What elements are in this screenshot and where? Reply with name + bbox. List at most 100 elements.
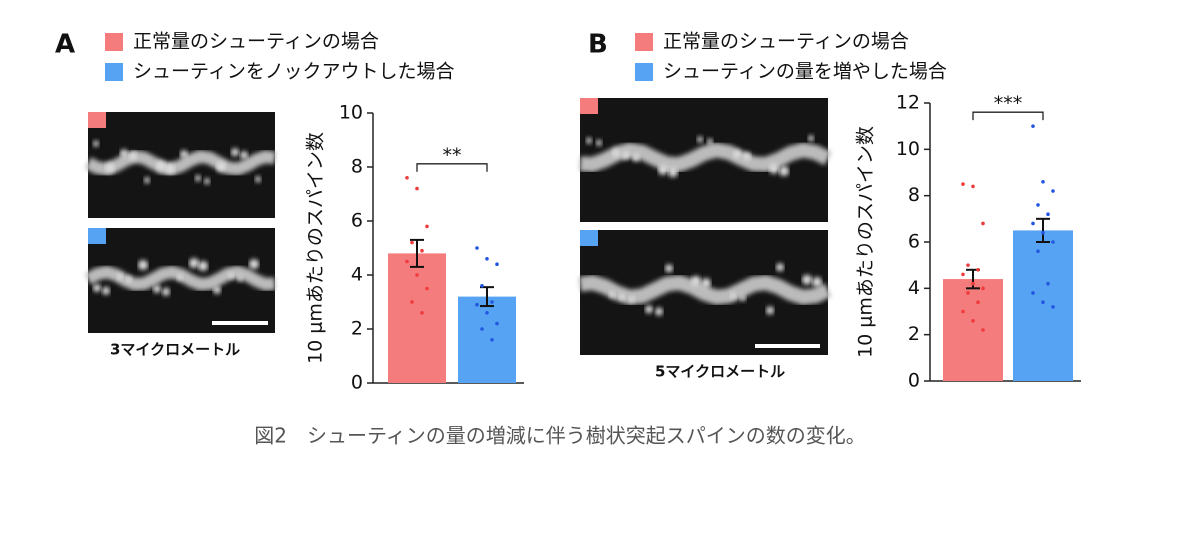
y-tick-label: 0 xyxy=(351,372,363,394)
data-point xyxy=(410,240,414,245)
data-point xyxy=(1051,240,1055,244)
data-point xyxy=(1051,305,1055,309)
y-tick-label: 8 xyxy=(908,184,920,206)
spine xyxy=(105,162,115,173)
data-point xyxy=(475,246,479,250)
scale-label: 3マイクロメートル xyxy=(110,341,240,359)
data-point xyxy=(1036,203,1040,207)
spine xyxy=(138,260,148,271)
data-point xyxy=(415,186,419,191)
significance-bracket xyxy=(972,111,1044,121)
data-point xyxy=(490,338,494,342)
data-point xyxy=(1036,249,1040,254)
spine xyxy=(198,260,208,271)
spine xyxy=(619,293,625,300)
spine xyxy=(129,152,137,161)
data-point xyxy=(971,281,975,286)
data-point xyxy=(1051,189,1055,193)
spine xyxy=(126,276,132,283)
spine xyxy=(156,160,166,171)
spine xyxy=(153,284,161,293)
y-tick-label: 12 xyxy=(896,92,920,114)
spine xyxy=(707,138,713,145)
spine xyxy=(740,294,746,301)
data-point xyxy=(976,268,980,272)
spine xyxy=(144,177,150,184)
spine xyxy=(117,273,123,280)
y-tick-label: 2 xyxy=(908,323,920,345)
data-point xyxy=(485,257,489,261)
data-point xyxy=(1041,179,1045,184)
y-tick-label: 2 xyxy=(351,318,363,340)
data-point xyxy=(971,318,975,323)
data-point xyxy=(410,300,414,304)
data-point xyxy=(1046,281,1050,286)
spine xyxy=(93,283,101,292)
condition-marker xyxy=(88,112,106,128)
legend-label: シューティンをノックアウトした場合 xyxy=(133,61,454,83)
spine xyxy=(177,274,183,281)
spine xyxy=(766,306,774,315)
data-point xyxy=(495,321,499,326)
y-tick-label: 6 xyxy=(908,231,920,253)
spine xyxy=(730,292,736,299)
spine xyxy=(658,164,668,175)
data-point xyxy=(981,286,985,291)
spine xyxy=(180,150,188,159)
data-point xyxy=(976,300,980,305)
spine xyxy=(733,150,741,159)
y-tick-label: 4 xyxy=(351,264,363,286)
data-point xyxy=(1031,221,1035,226)
spine xyxy=(204,178,210,185)
data-point xyxy=(425,286,429,291)
spine xyxy=(632,153,640,162)
data-point xyxy=(495,262,499,267)
spine xyxy=(691,275,701,286)
data-point xyxy=(1031,124,1035,128)
y-tick-label: 10 xyxy=(896,138,920,160)
y-axis-label: 10 μmあたりのスパイン数 xyxy=(305,132,327,364)
spine xyxy=(665,264,673,273)
y-axis-label: 10 μmあたりのスパイン数 xyxy=(855,126,877,358)
condition-marker xyxy=(580,230,598,246)
spine xyxy=(655,307,663,316)
spine xyxy=(195,175,201,182)
figure-caption: 図2 シューティンの量の増減に伴う樹状突起スパインの数の変化。 xyxy=(254,424,866,448)
y-tick-label: 10 xyxy=(339,102,363,124)
spine xyxy=(189,258,199,269)
legend-swatch xyxy=(105,63,123,81)
bar xyxy=(943,279,1003,381)
data-point xyxy=(480,327,484,331)
dendrite xyxy=(579,142,832,173)
data-point xyxy=(971,184,975,189)
data-point xyxy=(420,311,424,315)
spine xyxy=(622,151,630,160)
spine xyxy=(231,148,239,157)
legend-label: 正常量のシューティンの場合 xyxy=(133,31,379,53)
spine xyxy=(743,152,751,161)
data-point xyxy=(480,284,484,288)
spine xyxy=(93,140,99,147)
spine xyxy=(255,176,261,183)
dendrite xyxy=(84,150,277,176)
spine xyxy=(645,305,653,314)
significance-label: ** xyxy=(443,144,462,166)
spine xyxy=(808,135,814,142)
y-tick-label: 0 xyxy=(908,370,920,392)
spine xyxy=(701,278,711,289)
spine xyxy=(213,285,221,294)
error-bar xyxy=(1036,217,1050,243)
spine xyxy=(779,166,789,177)
spine xyxy=(249,259,259,270)
data-point xyxy=(425,224,429,229)
data-point xyxy=(405,176,409,180)
spine xyxy=(240,151,248,160)
significance-label: *** xyxy=(994,93,1023,115)
spine xyxy=(596,139,602,146)
error-bar xyxy=(410,238,424,268)
spine xyxy=(237,275,243,282)
spine xyxy=(228,272,234,279)
legend-label: シューティンの量を増やした場合 xyxy=(663,61,947,83)
spine xyxy=(102,286,110,295)
